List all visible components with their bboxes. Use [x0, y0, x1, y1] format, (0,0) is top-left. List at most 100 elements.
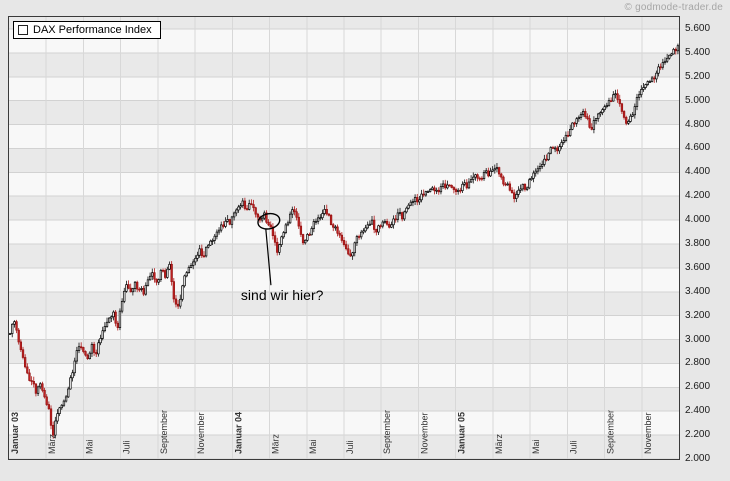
- candle: [168, 261, 171, 271]
- candle: [381, 220, 384, 229]
- candle: [519, 184, 522, 193]
- candle: [364, 224, 367, 233]
- candle: [310, 226, 313, 236]
- candles-layer: [9, 43, 679, 439]
- y-axis-label: 2.200: [685, 429, 711, 441]
- candle: [668, 54, 671, 60]
- candle: [666, 53, 669, 64]
- candle: [21, 346, 25, 360]
- candle: [581, 108, 585, 117]
- candle: [144, 282, 147, 296]
- candle: [413, 194, 417, 206]
- candle: [504, 182, 507, 187]
- candle: [510, 187, 514, 194]
- candle: [549, 146, 552, 155]
- candle: [308, 232, 311, 236]
- candle: [416, 193, 419, 206]
- candle: [222, 221, 225, 229]
- candle: [472, 172, 475, 184]
- candle: [148, 272, 152, 281]
- candle: [411, 198, 415, 207]
- candle: [648, 79, 652, 83]
- candle: [605, 102, 608, 109]
- candle: [575, 117, 578, 127]
- candle: [239, 203, 242, 210]
- candle: [237, 204, 240, 213]
- candle: [517, 186, 520, 198]
- candle: [536, 165, 540, 175]
- candle: [192, 259, 195, 270]
- candle: [564, 131, 568, 143]
- candle: [558, 143, 561, 154]
- candle: [220, 221, 223, 233]
- candle: [88, 351, 91, 360]
- candle: [439, 183, 443, 195]
- candle: [342, 236, 346, 247]
- candle: [431, 185, 434, 191]
- candle: [394, 214, 397, 223]
- candle: [181, 284, 184, 302]
- y-axis-label: 4.600: [685, 142, 711, 154]
- candle: [500, 172, 503, 180]
- candle: [54, 416, 57, 439]
- candle: [118, 308, 122, 331]
- candle: [226, 215, 229, 223]
- candle: [418, 195, 421, 205]
- candle: [125, 280, 128, 293]
- candle: [202, 251, 206, 258]
- candle: [385, 218, 389, 226]
- candle: [295, 208, 298, 221]
- candle: [172, 278, 175, 303]
- candle: [642, 82, 645, 92]
- candle: [312, 219, 315, 233]
- candle: [82, 346, 85, 354]
- candle: [269, 221, 272, 228]
- candle: [256, 212, 259, 221]
- candle: [304, 239, 307, 245]
- candle: [584, 108, 587, 119]
- candle: [474, 173, 477, 181]
- candle: [377, 224, 380, 236]
- candle: [329, 214, 333, 226]
- candle: [532, 170, 535, 183]
- candle: [293, 206, 296, 216]
- candle: [459, 187, 462, 194]
- candle: [62, 399, 66, 408]
- candle: [426, 190, 430, 193]
- chart-plot: sind wir hier? Januar 03 März Mai Juli Septem…: [9, 17, 679, 459]
- candle: [252, 199, 255, 212]
- candle: [355, 234, 359, 247]
- candle: [213, 233, 216, 244]
- candle: [646, 80, 649, 87]
- candle: [334, 224, 337, 231]
- month-label: Juli: [122, 440, 132, 454]
- y-axis-label: 2.800: [685, 357, 711, 369]
- candle: [407, 203, 410, 210]
- month-label: September: [382, 410, 392, 454]
- candle: [129, 283, 132, 293]
- y-axis-label: 3.400: [685, 285, 711, 297]
- candle: [338, 230, 341, 238]
- candle: [52, 421, 55, 439]
- candle: [469, 175, 473, 183]
- candle: [101, 326, 104, 341]
- candle: [114, 310, 117, 327]
- y-axis-label: 3.000: [685, 333, 711, 345]
- candle: [140, 286, 143, 292]
- candle: [579, 112, 583, 121]
- candle: [136, 280, 139, 293]
- candle: [521, 183, 524, 192]
- candle: [323, 205, 326, 216]
- candle: [672, 47, 675, 55]
- candle: [508, 181, 512, 192]
- candle: [127, 280, 130, 290]
- candle: [541, 160, 544, 169]
- candle: [435, 187, 438, 195]
- candle: [454, 187, 458, 196]
- candle: [80, 342, 83, 350]
- month-label: Mai: [84, 439, 94, 454]
- candle: [403, 210, 406, 221]
- candle: [185, 270, 188, 278]
- candle: [612, 91, 615, 102]
- candle: [534, 168, 537, 177]
